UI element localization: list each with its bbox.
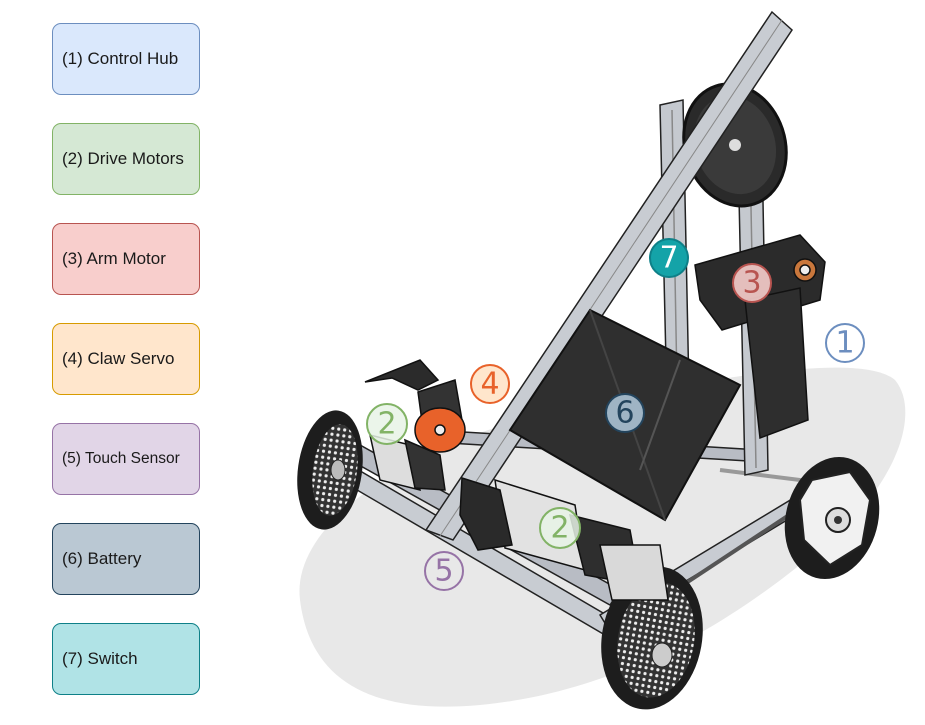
wheel-front-left <box>297 410 363 530</box>
legend-drive-motors: (2) Drive Motors <box>52 123 200 195</box>
callout-5: 5 <box>424 551 464 591</box>
legend-label: (1) Control Hub <box>62 49 179 68</box>
arm-beam <box>424 10 793 541</box>
callout-4: 4 <box>470 364 510 404</box>
legend-label: (4) Claw Servo <box>62 349 175 368</box>
control-hub <box>744 287 809 440</box>
callout-label: 2 <box>550 511 569 546</box>
legend-label: (6) Battery <box>62 549 142 568</box>
callout-2-right: 2 <box>539 507 581 549</box>
callout-7: 7 <box>649 238 689 278</box>
callout-1: 1 <box>825 323 865 363</box>
callout-label: 7 <box>659 241 678 276</box>
callout-label: 6 <box>615 396 634 431</box>
wheel-front-right <box>601 566 703 710</box>
callout-6: 6 <box>605 393 645 433</box>
callout-label: 2 <box>377 407 396 442</box>
legend-label: (2) Drive Motors <box>62 149 184 168</box>
legend-claw-servo: (4) Claw Servo <box>52 323 200 395</box>
callout-2-left: 2 <box>366 403 408 445</box>
callout-label: 1 <box>835 326 854 361</box>
drive-motor-left <box>369 433 446 492</box>
callout-3: 3 <box>732 263 772 303</box>
callout-label: 4 <box>480 367 499 402</box>
legend-switch: (7) Switch <box>52 623 200 695</box>
wheel-omni-rear <box>784 456 880 580</box>
callout-label: 3 <box>742 266 761 301</box>
legend-control-hub: (1) Control Hub <box>52 23 200 95</box>
legend-label: (5) Touch Sensor <box>62 450 180 467</box>
claw-assembly <box>364 359 466 453</box>
legend-arm-motor: (3) Arm Motor <box>52 223 200 295</box>
touch-sensor <box>459 476 513 551</box>
legend-touch-sensor: (5) Touch Sensor <box>52 423 200 495</box>
legend-battery: (6) Battery <box>52 523 200 595</box>
legend-label: (7) Switch <box>62 649 138 668</box>
callout-label: 5 <box>434 554 453 589</box>
legend-label: (3) Arm Motor <box>62 249 166 268</box>
